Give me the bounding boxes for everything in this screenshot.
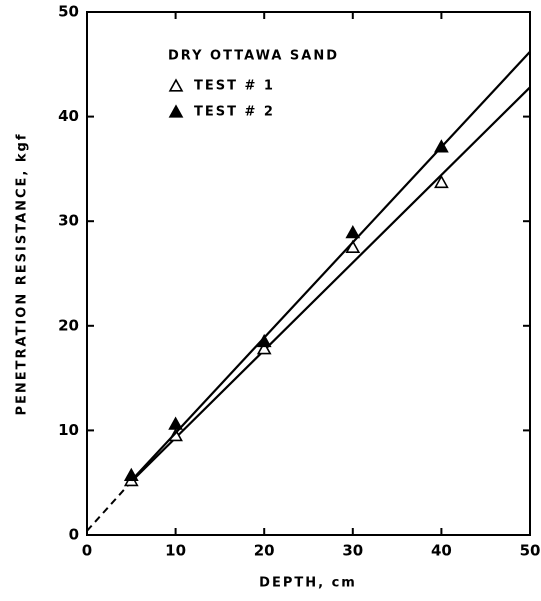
fit-line — [130, 86, 531, 483]
legend-title: DRY OTTAWA SAND — [168, 49, 339, 64]
data-point — [123, 467, 139, 481]
x-axis-label: DEPTH, cm — [259, 576, 357, 591]
y-tick-label: 50 — [58, 3, 79, 21]
y-tick-label: 20 — [58, 316, 79, 334]
y-tick-label: 30 — [58, 212, 79, 230]
fit-line — [130, 50, 531, 482]
x-tick-label: 10 — [165, 542, 186, 560]
x-tick-label: 0 — [82, 542, 92, 560]
x-tick-label: 50 — [520, 542, 541, 560]
data-point — [256, 333, 272, 348]
legend-label: TEST # 1 — [194, 79, 275, 94]
legend-marker — [168, 104, 184, 118]
y-tick-label: 40 — [58, 107, 79, 125]
x-tick-label: 20 — [254, 542, 275, 560]
y-tick-label: 0 — [69, 526, 79, 544]
data-point — [434, 139, 449, 153]
legend-marker — [168, 78, 184, 92]
y-tick-label: 10 — [58, 421, 79, 439]
plot-frame — [86, 11, 531, 536]
y-axis-label: PENETRATION RESISTANCE, kgf — [15, 132, 30, 415]
x-tick-label: 40 — [431, 542, 452, 560]
data-point — [434, 174, 449, 189]
legend-label: TEST # 2 — [194, 105, 275, 120]
x-tick-label: 30 — [342, 542, 363, 560]
data-point — [168, 416, 183, 430]
extrapolation-line — [86, 480, 133, 532]
data-point — [256, 341, 272, 355]
data-point — [345, 225, 361, 239]
